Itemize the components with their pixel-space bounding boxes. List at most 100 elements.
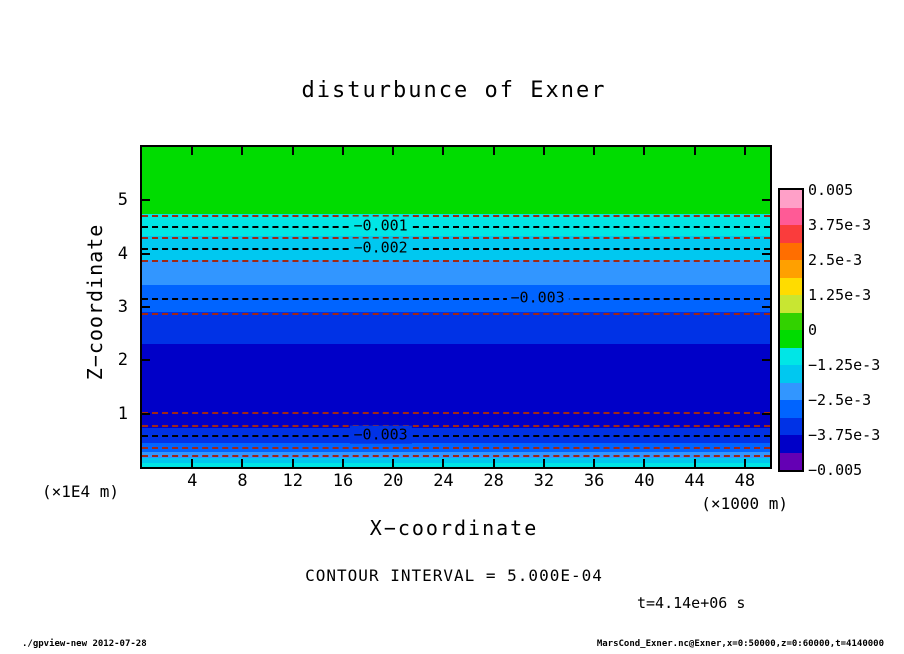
contour-line xyxy=(142,237,770,240)
y-axis-tick xyxy=(762,359,770,362)
colorbar-tick-label: 2.5e-3 xyxy=(808,251,863,269)
x-tick-label: 28 xyxy=(483,471,504,491)
colorbar-tick-label: −2.5e-3 xyxy=(808,391,872,409)
x-axis-tick xyxy=(643,459,646,467)
contour-line xyxy=(142,435,770,437)
contour-label: −0.001 xyxy=(349,216,412,235)
y-tick-label: 4 xyxy=(117,243,128,264)
colorbar-segment xyxy=(780,277,802,295)
contour-label: −0.003 xyxy=(506,288,569,307)
x-tick-label: 24 xyxy=(433,471,454,491)
contour-line xyxy=(142,412,770,415)
x-axis-tick xyxy=(392,459,395,467)
colorbar-segment xyxy=(780,435,802,453)
x-axis-tick xyxy=(442,147,445,155)
x-axis-tick xyxy=(693,459,696,467)
colorbar-segment xyxy=(780,190,802,208)
colorbar-segment xyxy=(780,417,802,435)
contour-line xyxy=(142,447,770,449)
x-axis-tick xyxy=(492,459,495,467)
x-axis-tick xyxy=(643,147,646,155)
x-tick-label: 8 xyxy=(237,471,248,491)
y-axis-tick xyxy=(142,412,150,415)
x-axis-tick xyxy=(341,459,344,467)
y-axis-tick xyxy=(142,252,150,255)
colorbar-segment xyxy=(780,225,802,243)
x-tick-label: 44 xyxy=(684,471,705,491)
plot-area: −0.001 −0.002 −0.003 −0.003 xyxy=(140,145,772,469)
x-axis-tick xyxy=(392,147,395,155)
x-tick-label: 16 xyxy=(332,471,354,491)
x-tick-label: 20 xyxy=(382,471,404,491)
contour-line xyxy=(142,424,770,427)
colorbar-segment xyxy=(780,295,802,313)
x-tick-label: 48 xyxy=(734,471,756,491)
x-axis-tick xyxy=(291,147,294,155)
time-annotation: t=4.14e+06 s xyxy=(637,594,746,612)
y-tick-label: 5 xyxy=(117,190,128,211)
x-axis-tick xyxy=(693,147,696,155)
colorbar-tick-label: −3.75e-3 xyxy=(808,426,881,444)
y-axis-tick xyxy=(762,306,770,308)
y-axis-tick xyxy=(142,306,150,308)
colorbar-tick-label: −1.25e-3 xyxy=(808,356,881,374)
colorbar-segment xyxy=(780,260,802,278)
chart-title: disturbunce of Exner xyxy=(301,78,607,103)
x-axis-tick xyxy=(593,459,596,467)
contour-fill-band xyxy=(142,457,770,463)
colorbar-segment xyxy=(780,312,802,330)
x-axis-tick xyxy=(542,459,545,467)
colorbar-segment xyxy=(780,382,802,400)
colorbar-tick-label: −0.005 xyxy=(808,461,863,479)
contour-fill-band xyxy=(142,311,770,344)
y-axis-tick xyxy=(762,412,770,415)
contour-line xyxy=(142,247,770,250)
y-axis-tick xyxy=(142,359,150,362)
y-tick-label: 2 xyxy=(117,350,128,371)
x-axis-tick xyxy=(241,147,244,155)
contour-fill-band xyxy=(142,260,770,286)
y-axis-tick xyxy=(762,199,770,202)
x-tick-label: 36 xyxy=(583,471,605,491)
x-axis-tick xyxy=(743,459,746,467)
x-axis-unit: (×1000 m) xyxy=(701,494,788,513)
footer-file-info: MarsCond_Exner.nc@Exner,x=0:50000,z=0:60… xyxy=(596,639,884,649)
x-axis-title: X−coordinate xyxy=(369,516,539,540)
x-tick-label: 40 xyxy=(634,471,655,491)
contour-fill-band xyxy=(142,343,770,429)
x-axis-tick xyxy=(492,147,495,155)
contour-line xyxy=(142,312,770,315)
contour-fill-band xyxy=(142,452,770,458)
x-axis-tick xyxy=(341,147,344,155)
contour-line xyxy=(142,455,770,457)
colorbar-tick-label: 3.75e-3 xyxy=(808,216,872,234)
colorbar-segment xyxy=(780,330,802,348)
y-axis-unit: (×1E4 m) xyxy=(42,482,120,501)
x-axis-tick xyxy=(442,459,445,467)
y-axis-tick xyxy=(142,199,150,202)
x-axis-tick xyxy=(542,147,545,155)
x-axis-tick xyxy=(291,459,294,467)
colorbar-segment xyxy=(780,400,802,418)
x-tick-label: 12 xyxy=(282,471,303,491)
contour-fill-band xyxy=(142,463,770,467)
x-axis-tick xyxy=(241,459,244,467)
contour-line xyxy=(142,260,770,263)
contour-fill-band xyxy=(142,147,770,215)
x-tick-label: 4 xyxy=(187,471,198,491)
colorbar-tick-label: 0.005 xyxy=(808,181,854,199)
x-axis-tick xyxy=(191,147,194,155)
colorbar-tick-label: 1.25e-3 xyxy=(808,286,872,304)
y-axis-tick xyxy=(762,252,770,255)
x-axis-tick xyxy=(191,459,194,467)
x-axis-tick xyxy=(743,147,746,155)
contour-interval-note: CONTOUR INTERVAL = 5.000E-04 xyxy=(305,566,603,585)
contour-label: −0.003 xyxy=(349,425,412,444)
colorbar-segment xyxy=(780,242,802,260)
contour-label: −0.002 xyxy=(349,238,412,257)
colorbar-segment xyxy=(780,452,802,470)
y-tick-label: 1 xyxy=(117,403,128,424)
colorbar-tick-label: 0 xyxy=(808,321,818,339)
contour-line xyxy=(142,215,770,218)
colorbar-segment xyxy=(780,365,802,383)
